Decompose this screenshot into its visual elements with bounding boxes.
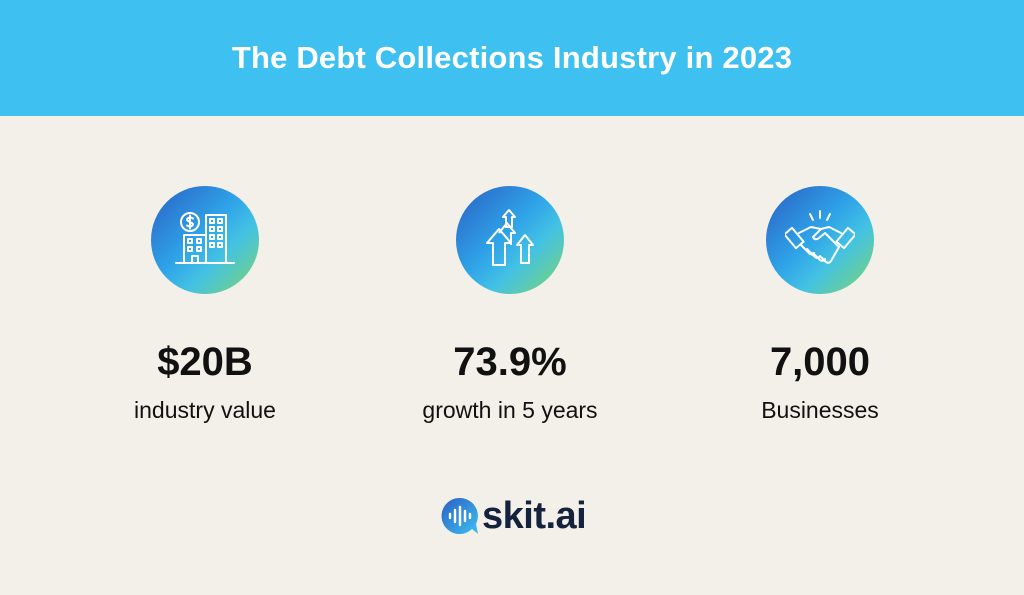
skit-logo-icon: [441, 497, 478, 534]
header-banner: The Debt Collections Industry in 2023: [0, 0, 1024, 116]
stat-businesses: 7,000 Businesses: [670, 186, 970, 424]
handshake-icon: [766, 186, 874, 294]
skit-logo: skit.ai: [440, 494, 587, 538]
stat-value: $20B: [157, 340, 253, 384]
stat-value: 7,000: [769, 340, 871, 384]
logo-text: skit.ai: [482, 495, 587, 537]
growth-arrows-icon: [456, 186, 564, 294]
stat-growth: 73.9% growth in 5 years: [360, 186, 660, 424]
stat-value: 73.9%: [453, 340, 567, 384]
stat-label: growth in 5 years: [422, 397, 598, 423]
stat-label: industry value: [134, 397, 276, 423]
stat-industry-value: $20B industry value: [55, 186, 355, 424]
stat-label: Businesses: [761, 397, 879, 423]
building-dollar-icon: [151, 186, 259, 294]
page-title: The Debt Collections Industry in 2023: [231, 40, 793, 75]
